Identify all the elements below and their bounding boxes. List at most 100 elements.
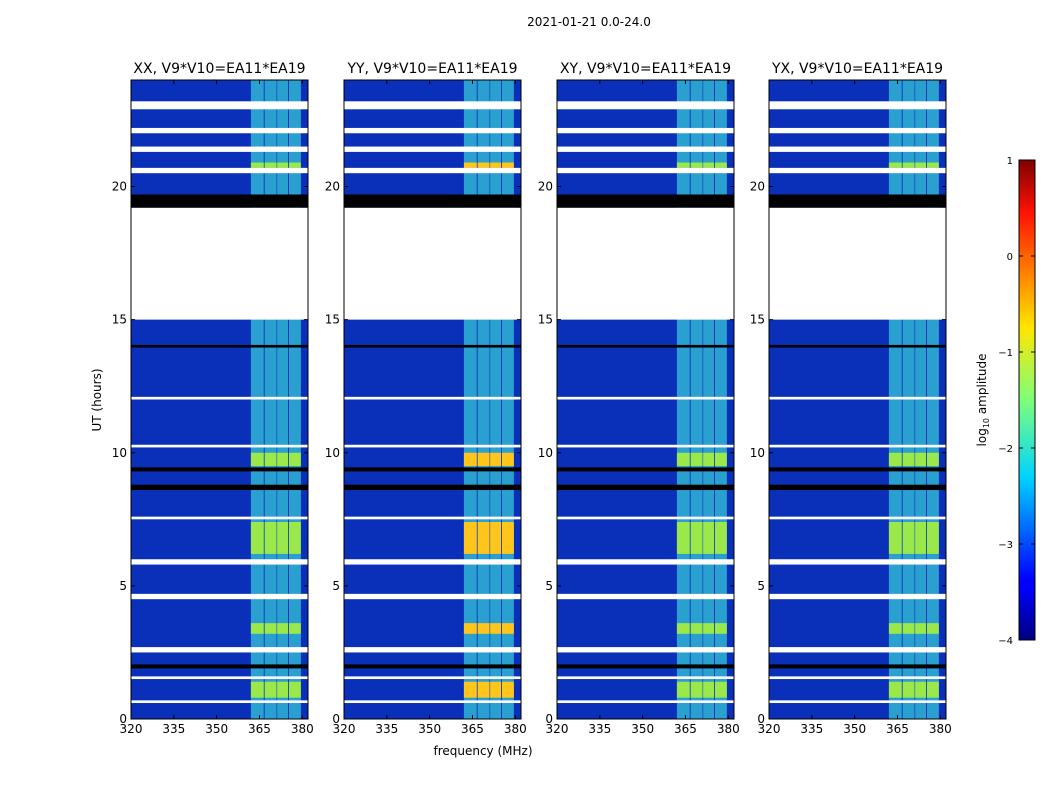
- axes-frame: [343, 79, 522, 720]
- bright-rfi-cell: [277, 521, 289, 554]
- x-tick-label: 350: [418, 722, 441, 736]
- bright-rfi-cell: [888, 521, 902, 554]
- y-tick-label: 0: [119, 712, 127, 726]
- bright-rfi-cell: [250, 521, 264, 554]
- masked-band: [769, 516, 946, 520]
- x-tick-label: 320: [546, 722, 569, 736]
- bright-rfi-cell: [264, 521, 277, 554]
- bright-rfi-cell: [501, 681, 514, 698]
- y-tick-label: 10: [112, 446, 127, 460]
- masked-band: [769, 647, 946, 653]
- masked-band: [131, 101, 308, 110]
- y-tick-label: 5: [545, 579, 553, 593]
- bright-rfi-cell: [888, 452, 902, 467]
- bright-rfi-cell: [288, 162, 301, 168]
- bright-rfi-cell: [703, 681, 715, 698]
- x-tick-label: 365: [886, 722, 909, 736]
- bright-rfi-cell: [264, 452, 277, 467]
- flagged-band: [769, 467, 946, 472]
- masked-band: [344, 676, 521, 680]
- x-tick-label: 380: [717, 722, 740, 736]
- x-axis-label: frequency (MHz): [433, 744, 532, 758]
- panel-title: YY, V9*V10=EA11*EA19: [346, 61, 517, 77]
- flagged-band: [131, 484, 308, 491]
- bright-rfi-cell: [714, 623, 727, 634]
- panels: XX, V9*V10=EA11*EA19 320 335 350 365 380 0 5 10 1…: [112, 61, 952, 736]
- flagged-band: [131, 467, 308, 472]
- bright-rfi-cell: [915, 623, 927, 634]
- y-tick-label: 10: [325, 446, 340, 460]
- flagged-band: [769, 664, 946, 669]
- bright-rfi-cell: [264, 681, 277, 698]
- masked-band: [131, 127, 308, 134]
- flagged-band: [769, 344, 946, 348]
- flagged-band: [557, 194, 734, 208]
- bright-rfi-cell: [277, 162, 289, 168]
- bright-rfi-cell: [902, 452, 915, 467]
- bright-rfi-cell: [501, 623, 514, 634]
- y-tick-label: 20: [325, 180, 340, 194]
- masked-band: [557, 676, 734, 680]
- panel-yx: YX, V9*V10=EA11*EA19 320 335 350 365 380 0 5 10 1…: [750, 61, 952, 736]
- x-tick-label: 380: [929, 722, 952, 736]
- y-tick-label: 20: [112, 180, 127, 194]
- bright-rfi-cell: [915, 681, 927, 698]
- masked-band: [344, 207, 521, 320]
- bright-rfi-cell: [676, 452, 690, 467]
- bright-rfi-cell: [676, 623, 690, 634]
- bright-rfi-cell: [926, 623, 939, 634]
- masked-band: [557, 593, 734, 600]
- bright-rfi-cell: [690, 623, 703, 634]
- colorbar-label: log10 amplitude: [975, 354, 991, 447]
- masked-band: [344, 593, 521, 600]
- bright-rfi-cell: [915, 162, 927, 168]
- y-tick-label: 5: [119, 579, 127, 593]
- y-tick-label: 5: [757, 579, 765, 593]
- x-tick-label: 320: [758, 722, 781, 736]
- masked-band: [344, 700, 521, 704]
- masked-band: [131, 593, 308, 600]
- masked-band: [557, 127, 734, 134]
- panel-xx: XX, V9*V10=EA11*EA19 320 335 350 365 380 0 5 10 1…: [112, 61, 314, 736]
- bright-rfi-cell: [926, 681, 939, 698]
- bright-rfi-cell: [888, 162, 902, 168]
- colorbar-tick-label: −2: [998, 444, 1013, 455]
- bright-rfi-cell: [501, 452, 514, 467]
- figure-suptitle: 2021-01-21 0.0-24.0: [527, 15, 651, 29]
- masked-band: [344, 559, 521, 565]
- bright-rfi-cell: [902, 681, 915, 698]
- y-tick-label: 0: [545, 712, 553, 726]
- bright-rfi-cell: [915, 452, 927, 467]
- bright-rfi-cell: [714, 681, 727, 698]
- bright-rfi-cell: [288, 521, 301, 554]
- masked-band: [557, 101, 734, 110]
- bright-rfi-cell: [264, 623, 277, 634]
- bright-rfi-cell: [690, 521, 703, 554]
- x-tick-label: 380: [504, 722, 527, 736]
- masked-band: [769, 700, 946, 704]
- bright-rfi-cell: [676, 162, 690, 168]
- bright-rfi-cell: [902, 623, 915, 634]
- bright-rfi-cell: [477, 162, 490, 168]
- bright-rfi-cell: [250, 681, 264, 698]
- x-tick-label: 335: [800, 722, 823, 736]
- masked-band: [131, 146, 308, 152]
- flagged-band: [557, 484, 734, 491]
- x-tick-label: 365: [674, 722, 697, 736]
- bright-rfi-cell: [690, 452, 703, 467]
- bright-rfi-cell: [463, 623, 477, 634]
- bright-rfi-cell: [703, 452, 715, 467]
- bright-rfi-cell: [250, 623, 264, 634]
- y-tick-label: 15: [750, 313, 765, 327]
- masked-band: [344, 647, 521, 653]
- bright-rfi-cell: [264, 162, 277, 168]
- masked-band: [769, 593, 946, 600]
- y-tick-label: 10: [750, 446, 765, 460]
- bright-rfi-cell: [714, 162, 727, 168]
- bright-rfi-cell: [490, 681, 502, 698]
- bright-rfi-cell: [703, 623, 715, 634]
- flagged-band: [344, 467, 521, 472]
- bright-rfi-cell: [477, 521, 490, 554]
- y-tick-label: 0: [757, 712, 765, 726]
- y-axis-label: UT (hours): [90, 368, 104, 431]
